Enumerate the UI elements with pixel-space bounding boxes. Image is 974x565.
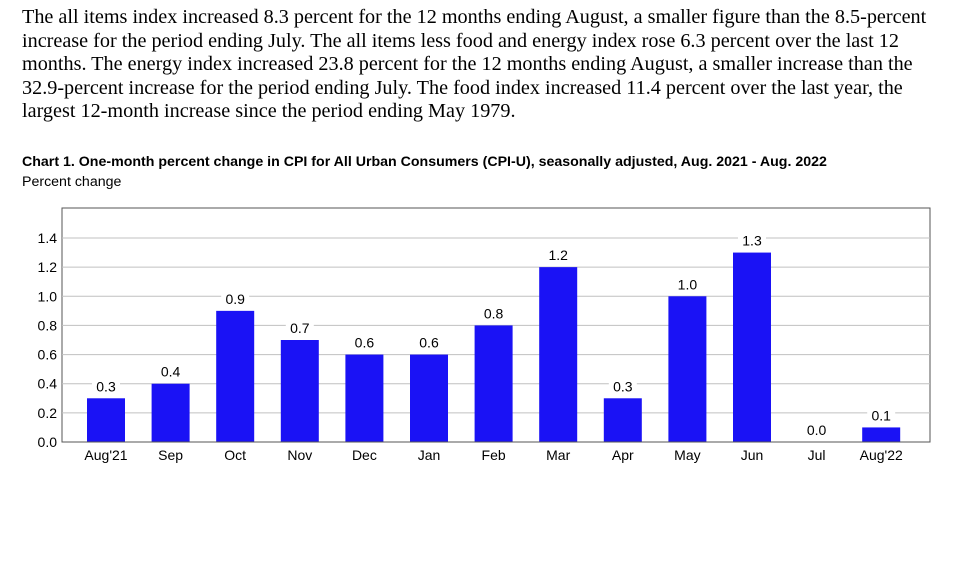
x-tick-label: Dec <box>352 447 377 463</box>
y-axis-label: Percent change <box>22 174 122 190</box>
data-label: 1.0 <box>678 276 698 292</box>
data-label-bg <box>867 407 896 424</box>
data-label: 1.2 <box>548 247 568 263</box>
x-tick-label: Apr <box>612 447 634 463</box>
data-label-bg <box>350 334 379 351</box>
bar <box>474 325 513 442</box>
x-tick-label: Jul <box>808 447 826 463</box>
y-tick-label: 1.0 <box>38 288 58 304</box>
data-label-bg <box>738 232 766 249</box>
y-tick-label: 0.2 <box>38 405 58 421</box>
data-label: 0.4 <box>161 364 181 380</box>
data-label: 1.3 <box>742 233 762 249</box>
data-label-bg <box>608 378 637 395</box>
bar <box>668 296 707 442</box>
y-tick-label: 0.4 <box>38 376 58 392</box>
x-tick-label: Nov <box>287 447 312 463</box>
data-label-bg <box>415 334 443 351</box>
x-tick-label: Jan <box>418 447 441 463</box>
bar <box>345 354 384 442</box>
data-label: 0.9 <box>225 291 245 307</box>
x-tick-label: Jun <box>741 447 764 463</box>
y-tick-label: 0.0 <box>38 434 58 450</box>
x-tick-label: Aug'21 <box>84 447 127 463</box>
data-label: 0.3 <box>96 378 116 394</box>
y-tick-label: 0.6 <box>38 347 58 363</box>
y-tick-label: 1.2 <box>38 259 58 275</box>
data-label: 0.6 <box>355 335 375 351</box>
data-label-bg <box>221 290 250 307</box>
data-label: 0.1 <box>871 407 891 423</box>
x-tick-label: Feb <box>482 447 506 463</box>
bar <box>603 398 642 442</box>
bar <box>862 427 901 442</box>
bar <box>216 310 255 442</box>
data-label: 0.8 <box>484 305 504 321</box>
data-label-bg <box>92 378 120 395</box>
data-label: 0.3 <box>613 378 633 394</box>
data-label-bg <box>479 305 508 322</box>
data-label: 0.6 <box>419 335 439 351</box>
data-label-bg <box>285 320 314 336</box>
data-label-bg <box>156 363 185 380</box>
data-label: 0.7 <box>290 320 310 336</box>
summary-paragraph: The all items index increased 8.3 percen… <box>22 6 927 123</box>
data-label-bg <box>802 422 831 438</box>
bar <box>151 383 190 442</box>
data-label-bg <box>544 247 573 264</box>
bar <box>539 267 578 442</box>
data-label-bg <box>673 276 702 293</box>
x-tick-label: Sep <box>158 447 183 463</box>
x-tick-label: Aug'22 <box>860 447 903 463</box>
bar <box>733 252 771 442</box>
y-tick-label: 0.8 <box>38 317 58 333</box>
bar <box>87 398 125 442</box>
bar <box>410 354 448 442</box>
x-tick-label: Oct <box>224 447 246 463</box>
data-label: 0.0 <box>807 422 827 438</box>
chart-title: Chart 1. One-month percent change in CPI… <box>22 154 827 170</box>
x-tick-label: May <box>674 447 700 463</box>
bar <box>280 340 319 442</box>
x-tick-label: Mar <box>546 447 570 463</box>
y-tick-label: 1.4 <box>38 230 58 246</box>
